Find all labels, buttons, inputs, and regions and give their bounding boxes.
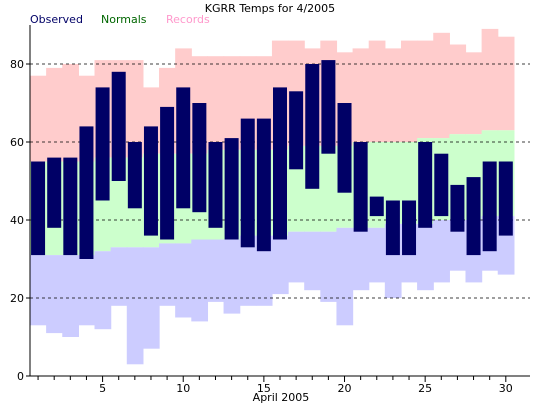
observed-bar bbox=[321, 60, 336, 154]
observed-bar bbox=[256, 118, 271, 252]
observed-bar bbox=[402, 200, 417, 256]
axes-layer: 5 10 15 20 25 30 0 20 40 60 80 bbox=[10, 25, 530, 395]
observed-bar bbox=[160, 106, 175, 240]
record-low-band bbox=[46, 255, 63, 334]
record-high-band bbox=[46, 67, 63, 162]
record-low-band bbox=[239, 235, 257, 306]
legend-normals: Normals bbox=[101, 13, 147, 26]
observed-bar bbox=[482, 161, 497, 252]
record-low-band bbox=[352, 227, 370, 291]
y-tick-label: 60 bbox=[10, 136, 24, 149]
x-tick-label: 25 bbox=[418, 382, 432, 395]
legend-observed: Observed bbox=[30, 13, 83, 26]
record-low-band bbox=[255, 235, 273, 306]
y-tick-label: 0 bbox=[17, 370, 24, 383]
observed-bar bbox=[208, 142, 223, 228]
observed-bar bbox=[418, 142, 433, 228]
record-low-band bbox=[94, 251, 112, 330]
record-high-band bbox=[223, 56, 241, 150]
observed-bar bbox=[143, 126, 158, 236]
observed-bar-layer bbox=[31, 60, 513, 260]
record-high-band bbox=[30, 75, 47, 162]
record-low-band bbox=[304, 231, 321, 291]
observed-bar bbox=[127, 142, 142, 209]
record-low-band bbox=[288, 231, 305, 283]
x-tick-label: 15 bbox=[257, 382, 271, 395]
observed-bar bbox=[224, 138, 239, 240]
observed-bar bbox=[47, 157, 62, 228]
record-high-band bbox=[352, 48, 370, 142]
record-high-band bbox=[207, 56, 225, 150]
record-high-band bbox=[497, 36, 515, 131]
x-tick-label: 20 bbox=[338, 382, 352, 395]
observed-bar bbox=[337, 103, 352, 193]
record-low-band bbox=[336, 227, 354, 326]
record-high-band bbox=[400, 40, 418, 142]
observed-bar bbox=[450, 184, 465, 232]
record-high-band bbox=[449, 44, 467, 135]
legend-records: Records bbox=[166, 13, 210, 26]
record-low-band bbox=[175, 243, 192, 318]
chart-title: KGRR Temps for 4/2005 bbox=[205, 2, 335, 15]
observed-bar bbox=[466, 177, 481, 256]
record-low-band bbox=[417, 223, 434, 291]
observed-bar bbox=[95, 87, 110, 201]
y-tick-label: 40 bbox=[10, 214, 24, 227]
observed-bar bbox=[111, 71, 126, 181]
observed-bar bbox=[498, 161, 513, 236]
record-low-band bbox=[271, 235, 289, 295]
observed-bar bbox=[305, 64, 320, 189]
observed-bar bbox=[353, 142, 368, 232]
observed-bar bbox=[79, 126, 94, 260]
record-low-band bbox=[223, 239, 241, 314]
observed-bar bbox=[176, 87, 191, 209]
record-high-band bbox=[433, 32, 450, 139]
observed-bar bbox=[385, 200, 400, 256]
record-low-band bbox=[207, 239, 225, 302]
observed-bar bbox=[369, 196, 384, 217]
record-high-band bbox=[465, 52, 483, 135]
normal-range-band bbox=[320, 145, 338, 232]
observed-bar bbox=[289, 91, 304, 170]
observed-bar bbox=[434, 153, 449, 217]
y-tick-label: 80 bbox=[10, 58, 24, 71]
observed-bar bbox=[31, 161, 46, 256]
observed-bar bbox=[240, 118, 255, 248]
record-high-band bbox=[481, 28, 499, 131]
gridline-layer bbox=[30, 63, 530, 299]
record-low-band bbox=[433, 220, 450, 283]
record-high-band bbox=[417, 40, 434, 139]
record-low-band bbox=[159, 243, 176, 306]
record-low-band bbox=[126, 247, 144, 365]
record-high-band bbox=[384, 48, 402, 142]
record-low-band bbox=[30, 255, 47, 326]
record-low-band bbox=[191, 239, 209, 322]
record-high-band bbox=[126, 60, 144, 158]
x-tick-label: 30 bbox=[499, 382, 513, 395]
record-low-band bbox=[320, 231, 338, 302]
record-low-band bbox=[62, 255, 79, 337]
record-high-band bbox=[62, 64, 79, 162]
observed-bar bbox=[273, 87, 287, 240]
record-high-band bbox=[368, 40, 386, 142]
record-low-band bbox=[110, 247, 128, 306]
record-low-band bbox=[368, 227, 386, 283]
record-low-band bbox=[449, 220, 467, 271]
record-low-band bbox=[78, 255, 96, 326]
x-axis-label: April 2005 bbox=[253, 391, 310, 404]
x-tick-label: 5 bbox=[99, 382, 106, 395]
observed-bar bbox=[63, 157, 78, 256]
y-tick-label: 20 bbox=[10, 292, 24, 305]
observed-bar bbox=[192, 103, 207, 213]
x-tick-label: 10 bbox=[176, 382, 190, 395]
